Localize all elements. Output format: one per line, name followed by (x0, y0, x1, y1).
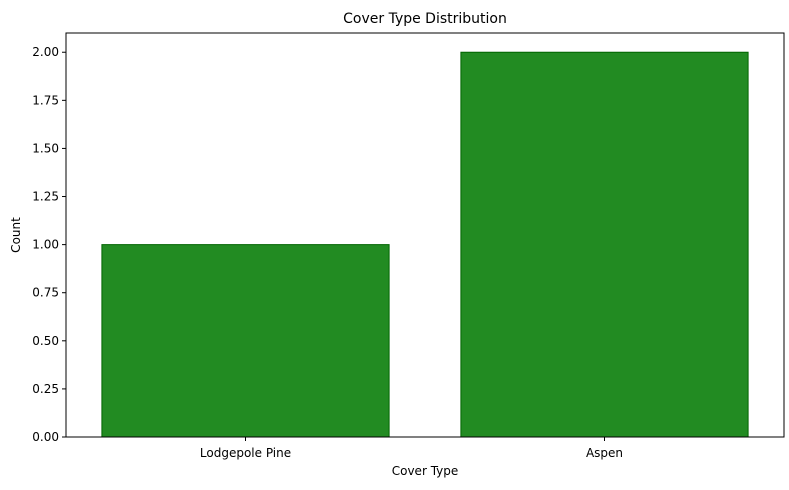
y-tick-label: 0.25 (32, 382, 59, 396)
y-tick-label: 1.50 (32, 141, 59, 155)
x-axis-label: Cover Type (392, 464, 459, 478)
y-tick-label: 1.25 (32, 190, 59, 204)
y-tick-label: 1.75 (32, 93, 59, 107)
x-tick-label: Lodgepole Pine (200, 446, 291, 460)
plot-frame (65, 32, 785, 438)
y-axis-label: Count (9, 217, 23, 253)
y-tick-label: 2.00 (32, 45, 59, 59)
bar-aspen (460, 51, 749, 438)
y-tick-label: 0.00 (32, 430, 59, 444)
x-tick-label: Aspen (586, 446, 623, 460)
x-axis-ticks: Lodgepole Pine Aspen (200, 437, 623, 460)
bar-lodgepole-pine (101, 244, 390, 438)
bars-group (101, 51, 749, 438)
y-tick-label: 0.50 (32, 334, 59, 348)
y-tick-label: 1.00 (32, 238, 59, 252)
y-tick-label: 0.75 (32, 286, 59, 300)
y-axis-ticks: 0.00 0.25 0.50 0.75 1.00 1.25 1.50 1.75 2.00 (32, 45, 66, 444)
chart-title: Cover Type Distribution (343, 11, 507, 27)
